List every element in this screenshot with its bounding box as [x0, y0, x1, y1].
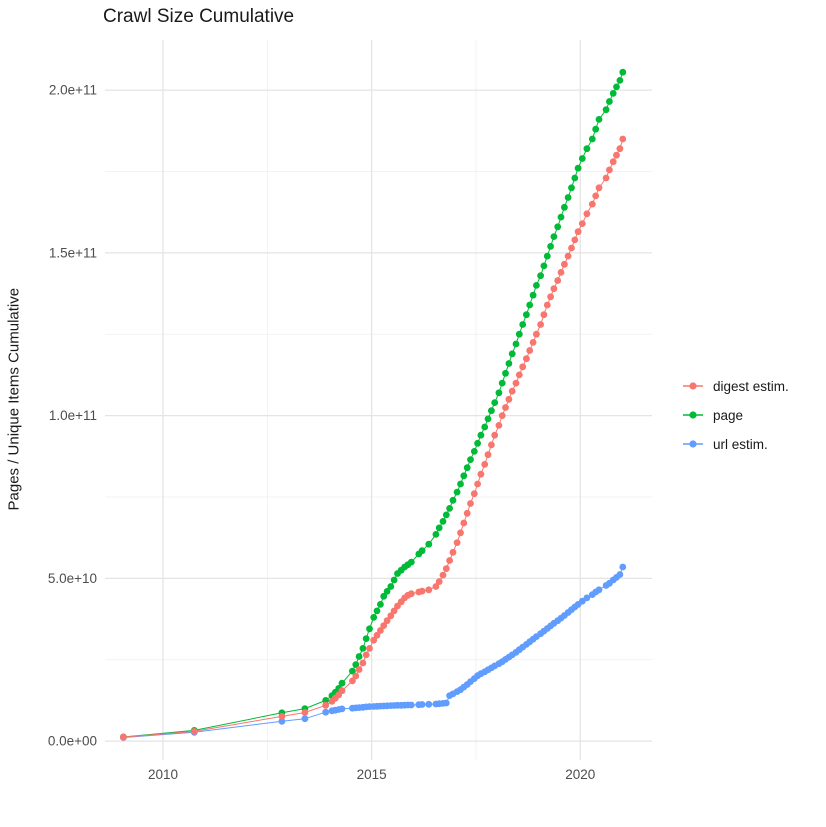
- grid-minor: [105, 40, 652, 760]
- legend-item-digest-estim: digest estim.: [682, 378, 789, 394]
- axis-tick-labels: 0.0e+00 5.0e+10 1.0e+11 1.5e+11 2.0e+11 2010 2…: [48, 83, 595, 782]
- legend-key-icon: [683, 440, 703, 448]
- y-axis-title: Pages / Unique Items Cumulative: [5, 287, 23, 511]
- legend: digest estim. page url estim.: [682, 378, 789, 452]
- legend-label: page: [713, 407, 744, 423]
- y-tick-label: 2.0e+11: [49, 83, 97, 98]
- legend-key-icon: [683, 382, 703, 390]
- chart-title: Crawl Size Cumulative: [103, 6, 295, 27]
- legend-label: url estim.: [713, 436, 768, 452]
- y-tick-label: 0.0e+00: [48, 734, 97, 749]
- y-tick-label: 1.0e+11: [49, 408, 97, 423]
- y-tick-label: 5.0e+10: [48, 571, 97, 586]
- series-page: [120, 68, 627, 741]
- series-url-estim: [120, 563, 627, 741]
- legend-label: digest estim.: [713, 378, 789, 394]
- x-tick-label: 2020: [565, 767, 595, 782]
- y-tick-label: 1.5e+11: [49, 245, 97, 260]
- x-tick-label: 2010: [148, 767, 178, 782]
- series-digest-estim: [120, 135, 627, 741]
- x-tick-label: 2015: [357, 767, 387, 782]
- legend-key-icon: [683, 411, 703, 419]
- legend-item-page: page: [682, 407, 789, 423]
- legend-item-url-estim: url estim.: [682, 436, 789, 452]
- grid-major: [105, 40, 652, 760]
